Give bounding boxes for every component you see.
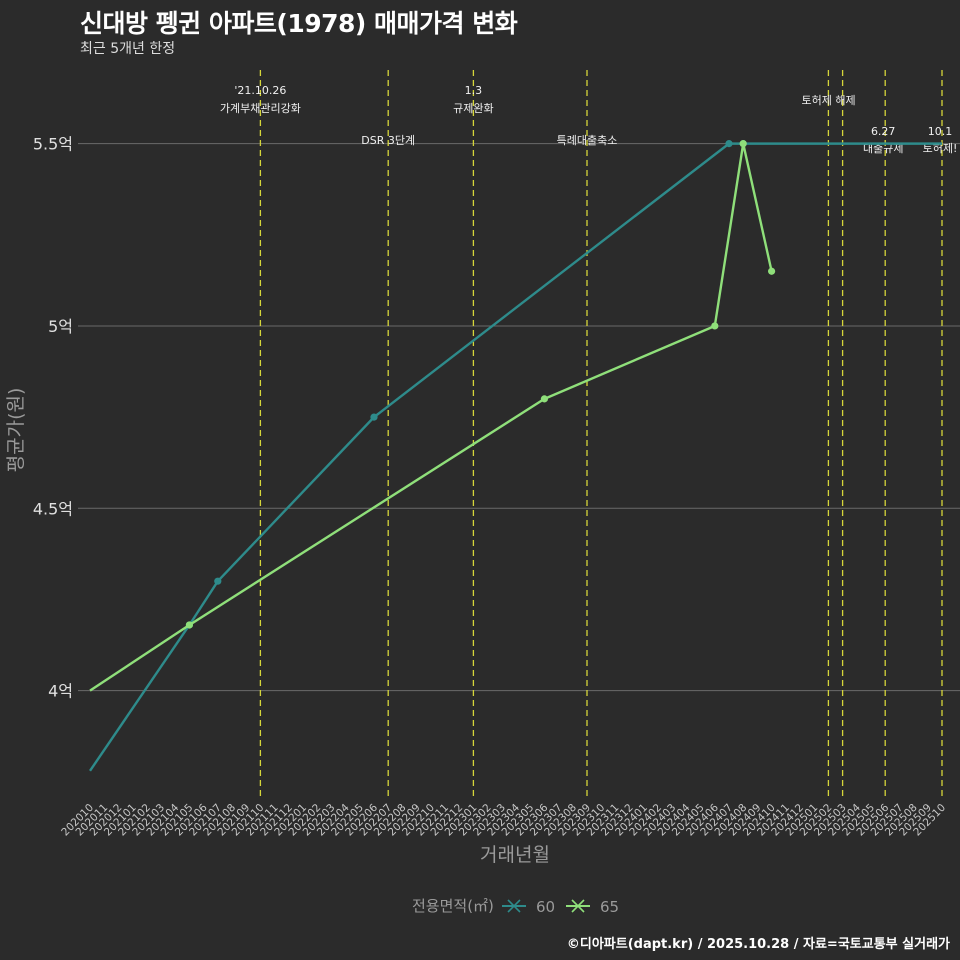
legend-title: 전용면적(㎡) xyxy=(412,897,494,915)
chart-title: 신대방 펭귄 아파트(1978) 매매가격 변화 xyxy=(80,9,518,38)
event-description-label: 토허제 해제 xyxy=(802,93,856,107)
data-point-65 xyxy=(540,395,549,403)
data-point-65 xyxy=(768,267,776,275)
y-axis-label: 평균가(원) xyxy=(5,388,27,473)
y-tick-label: 4.5억 xyxy=(33,499,73,518)
series-layer xyxy=(89,140,942,772)
data-point-60 xyxy=(725,140,733,148)
legend-item-65: 65 xyxy=(566,898,619,916)
legend-label: 65 xyxy=(600,898,619,916)
data-point-65 xyxy=(711,322,719,330)
y-tick-label: 5억 xyxy=(48,317,73,336)
event-description-label: 토허제! xyxy=(923,142,958,155)
legend-label: 60 xyxy=(536,898,555,916)
series-line-65 xyxy=(89,142,773,692)
data-point-60 xyxy=(214,577,222,585)
y-tick-label: 5.5억 xyxy=(33,135,73,154)
event-date-label: 6.27 xyxy=(871,125,896,138)
x-axis-label: 거래년월 xyxy=(480,844,550,866)
event-description-label: 특례대출축소 xyxy=(557,134,618,147)
chart-subtitle: 최근 5개년 한정 xyxy=(80,41,176,57)
y-tick-layer: 4억 4.5억 5억 5.5억 xyxy=(33,135,73,701)
series-line-60 xyxy=(89,142,942,772)
y-tick-label: 4억 xyxy=(48,682,73,701)
legend-key-mark xyxy=(507,899,521,913)
event-description-label: 규제완화 xyxy=(453,102,493,115)
event-description-label: 가계부채관리강화 xyxy=(220,102,301,115)
x-tick-layer: 2020102020112020122021012021022021032021… xyxy=(59,801,948,838)
data-point-65 xyxy=(739,140,747,148)
event-description-label: 대출규제 xyxy=(863,142,903,155)
event-date-label: 1.3 xyxy=(465,84,483,97)
legend-item-60: 60 xyxy=(502,898,555,916)
event-date-label: 10.1 xyxy=(928,125,953,138)
data-point-65 xyxy=(185,621,193,629)
event-description-label: DSR 3단계 xyxy=(361,134,415,147)
event-date-label: '21.10.26 xyxy=(234,84,286,97)
data-point-60 xyxy=(370,413,378,421)
legend: 전용면적(㎡) 60 65 xyxy=(412,897,619,916)
legend-key-mark xyxy=(571,899,585,913)
source-caption: ©디아파트(dapt.kr) / 2025.10.28 / 자료=국토교통부 실… xyxy=(566,937,950,952)
grid-layer xyxy=(78,143,960,692)
